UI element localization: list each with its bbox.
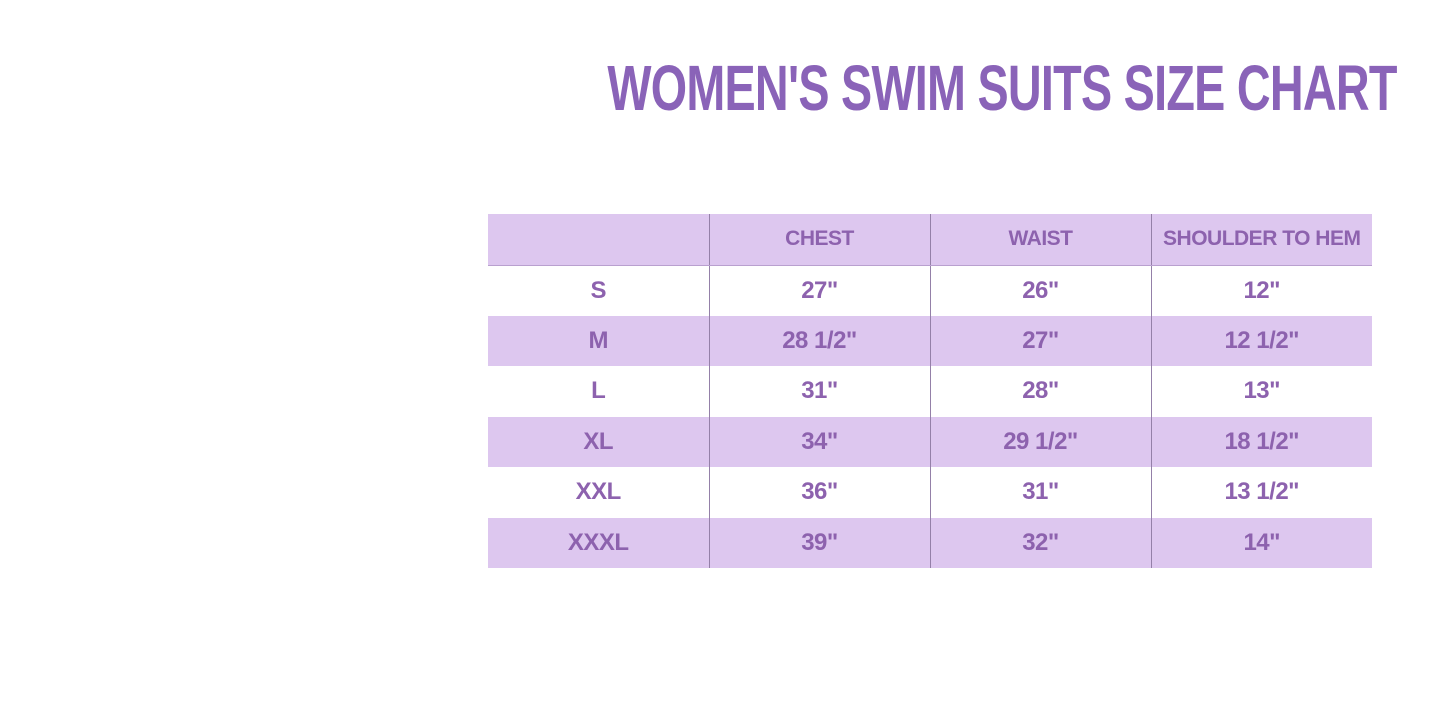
table-row-xxl: XXL 36" 31" 13 1/2"	[488, 467, 1372, 518]
header-chest: CHEST	[708, 214, 930, 266]
table-row-s: S 27" 26" 12"	[488, 265, 1372, 316]
size-cell: L	[591, 377, 606, 405]
shoulder-to-hem-cell: 13 1/2"	[1150, 467, 1372, 518]
chest-cell: 27"	[708, 265, 930, 316]
shoulder-to-hem-cell: 13"	[1150, 366, 1372, 417]
chest-cell: 28 1/2"	[708, 315, 930, 366]
table-row-xl: XL 34" 29 1/2" 18 1/2"	[488, 416, 1372, 467]
shoulder-to-hem-cell: 12 1/2"	[1150, 315, 1372, 366]
size-cell: S	[590, 276, 606, 304]
header-waist: WAIST	[929, 214, 1151, 266]
shoulder-to-hem-cell: 12"	[1150, 265, 1372, 316]
waist-cell: 27"	[929, 315, 1151, 366]
shoulder-to-hem-cell: 18 1/2"	[1150, 416, 1372, 467]
waist-cell: 31"	[929, 467, 1151, 518]
waist-cell: 28"	[929, 366, 1151, 417]
chest-cell: 39"	[708, 517, 930, 568]
waist-cell: 29 1/2"	[929, 416, 1151, 467]
size-chart-table: CHEST WAIST SHOULDER TO HEM S 27" 26" 12…	[488, 214, 1372, 568]
table-row-m: M 28 1/2" 27" 12 1/2"	[488, 315, 1372, 366]
header-row: CHEST WAIST SHOULDER TO HEM	[488, 214, 1372, 266]
table-row-xxxl: XXXL 39" 32" 14"	[488, 517, 1372, 568]
waist-cell: 26"	[929, 265, 1151, 316]
chest-cell: 36"	[708, 467, 930, 518]
header-shoulder-to-hem: SHOULDER TO HEM	[1150, 214, 1372, 266]
shoulder-to-hem-cell: 14"	[1150, 517, 1372, 568]
size-cell: XXXL	[488, 517, 709, 568]
size-cell: M	[488, 315, 709, 366]
size-cell: XL	[488, 416, 709, 467]
size-cell: XXL	[575, 478, 622, 506]
page-title: WOMEN'S SWIM SUITS SIZE CHART	[607, 52, 1397, 124]
chest-cell: 34"	[708, 416, 930, 467]
waist-cell: 32"	[929, 517, 1151, 568]
header-size	[488, 214, 709, 266]
table-row-l: L 31" 28" 13"	[488, 366, 1372, 417]
chest-cell: 31"	[708, 366, 930, 417]
